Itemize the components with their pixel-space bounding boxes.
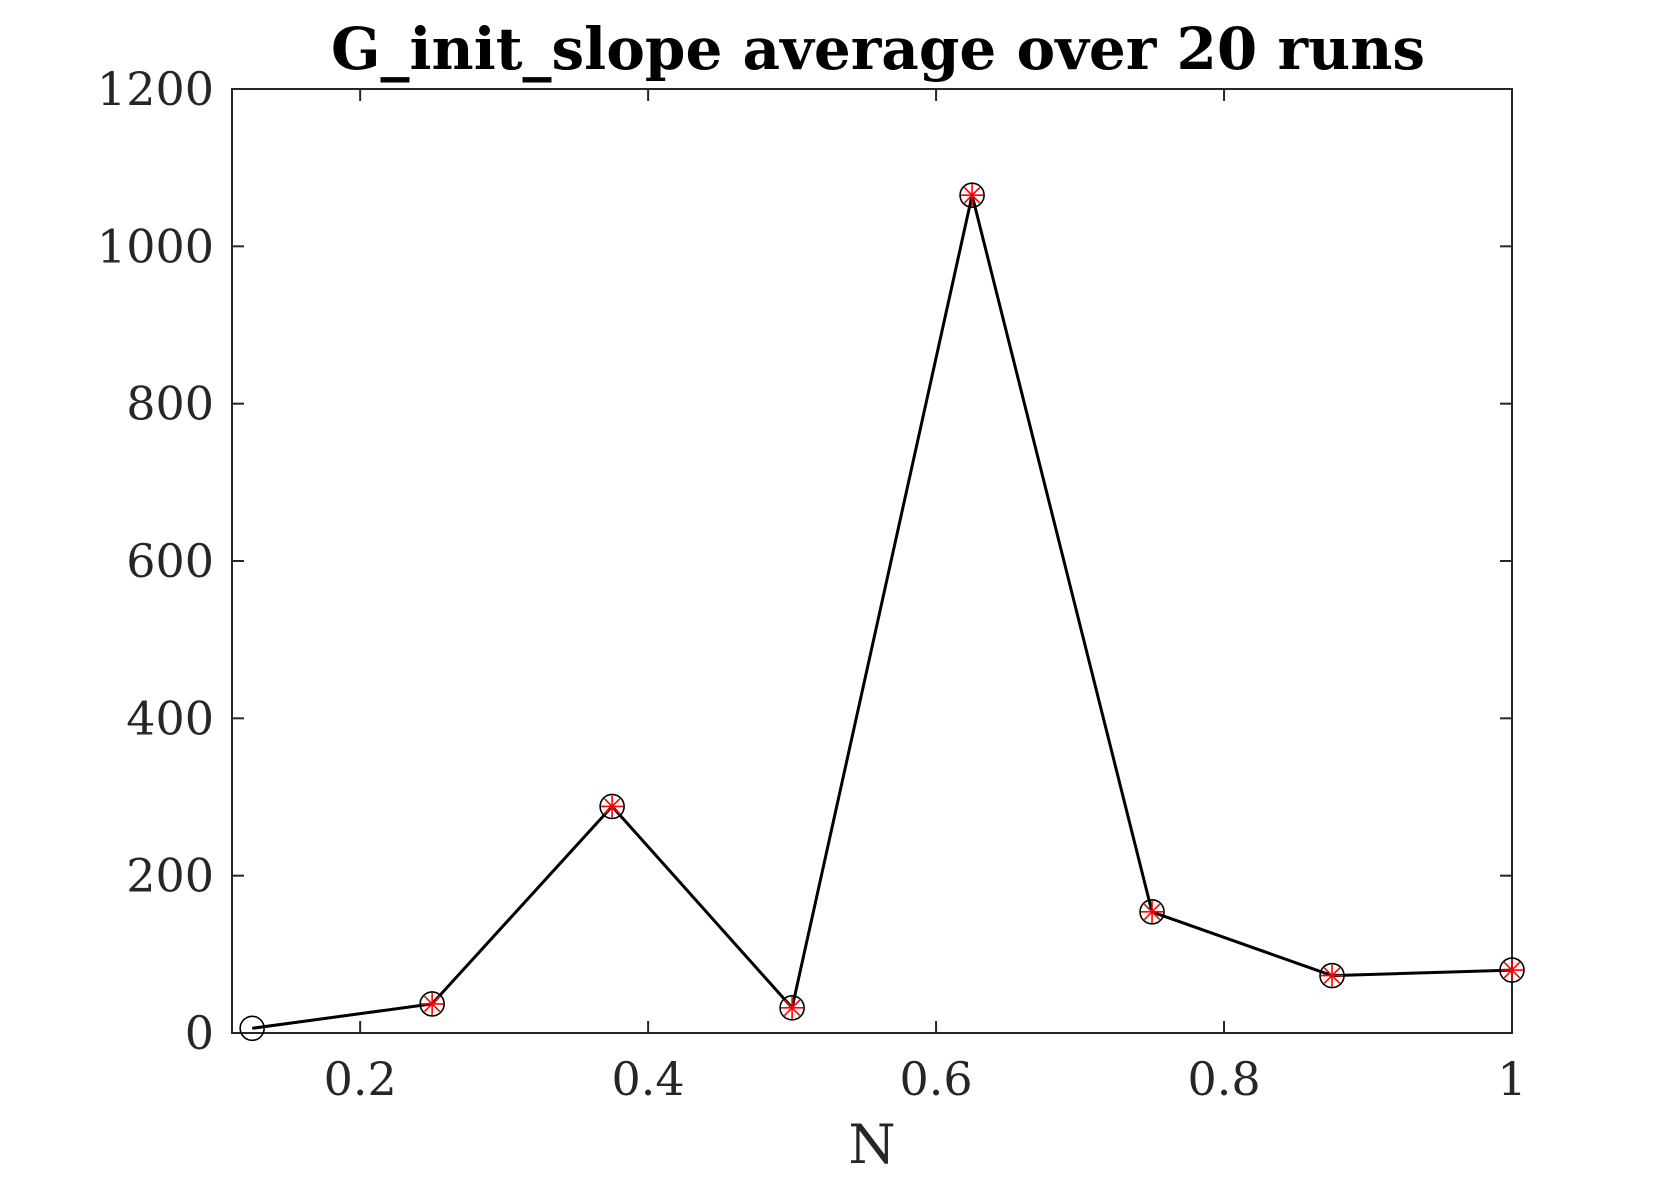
point-star-marker <box>1321 964 1344 987</box>
data-point <box>599 793 625 820</box>
y-tick-label: 1000 <box>97 219 214 273</box>
point-circle-marker <box>959 182 985 208</box>
series-line <box>251 193 1513 1030</box>
y-tick-label: 200 <box>126 849 214 903</box>
x-tick-label: 0.2 <box>324 1052 397 1106</box>
point-star-marker <box>1501 959 1523 982</box>
y-tick-label: 400 <box>126 691 214 745</box>
data-point <box>1319 962 1345 989</box>
data-point <box>239 1015 265 1042</box>
point-circle-marker <box>419 991 445 1017</box>
point-circle-marker <box>779 995 805 1021</box>
axis-ticks <box>232 88 1513 1034</box>
plot-area-frame <box>231 88 1513 1034</box>
point-star-marker <box>1141 900 1164 923</box>
x-tick-label: 0.6 <box>899 1052 972 1106</box>
x-tick-labels: 0.2 0.4 0.6 0.8 1 <box>324 1052 1527 1106</box>
x-tick-label: 0.8 <box>1187 1052 1260 1106</box>
data-point <box>959 182 985 208</box>
data-point <box>1499 957 1525 983</box>
point-circle-marker <box>599 793 625 820</box>
y-tick-labels: 0 200 400 600 800 1000 1200 <box>97 62 214 1060</box>
point-star-marker <box>421 992 444 1015</box>
y-tick-label: 800 <box>126 377 214 431</box>
point-star-marker <box>781 996 804 1019</box>
series-layer <box>239 182 1525 1042</box>
y-tick-label: 0 <box>185 1006 214 1060</box>
x-tick-label: 0.4 <box>612 1052 685 1106</box>
chart-title: G_init_slope average over 20 runs <box>331 15 1425 83</box>
y-tick-label: 1200 <box>97 62 214 116</box>
point-circle-marker <box>1499 957 1525 983</box>
data-point <box>419 991 445 1017</box>
point-circle-marker <box>1319 962 1345 989</box>
y-tick-label: 600 <box>126 534 214 588</box>
x-tick-label: 1 <box>1497 1052 1526 1106</box>
data-point <box>779 995 805 1021</box>
point-circle-marker <box>239 1015 265 1042</box>
data-point <box>1139 899 1165 925</box>
point-circle-marker <box>1139 899 1165 925</box>
point-star-marker <box>601 795 624 818</box>
x-axis-label: N <box>848 1113 895 1176</box>
point-star-marker <box>961 184 984 207</box>
